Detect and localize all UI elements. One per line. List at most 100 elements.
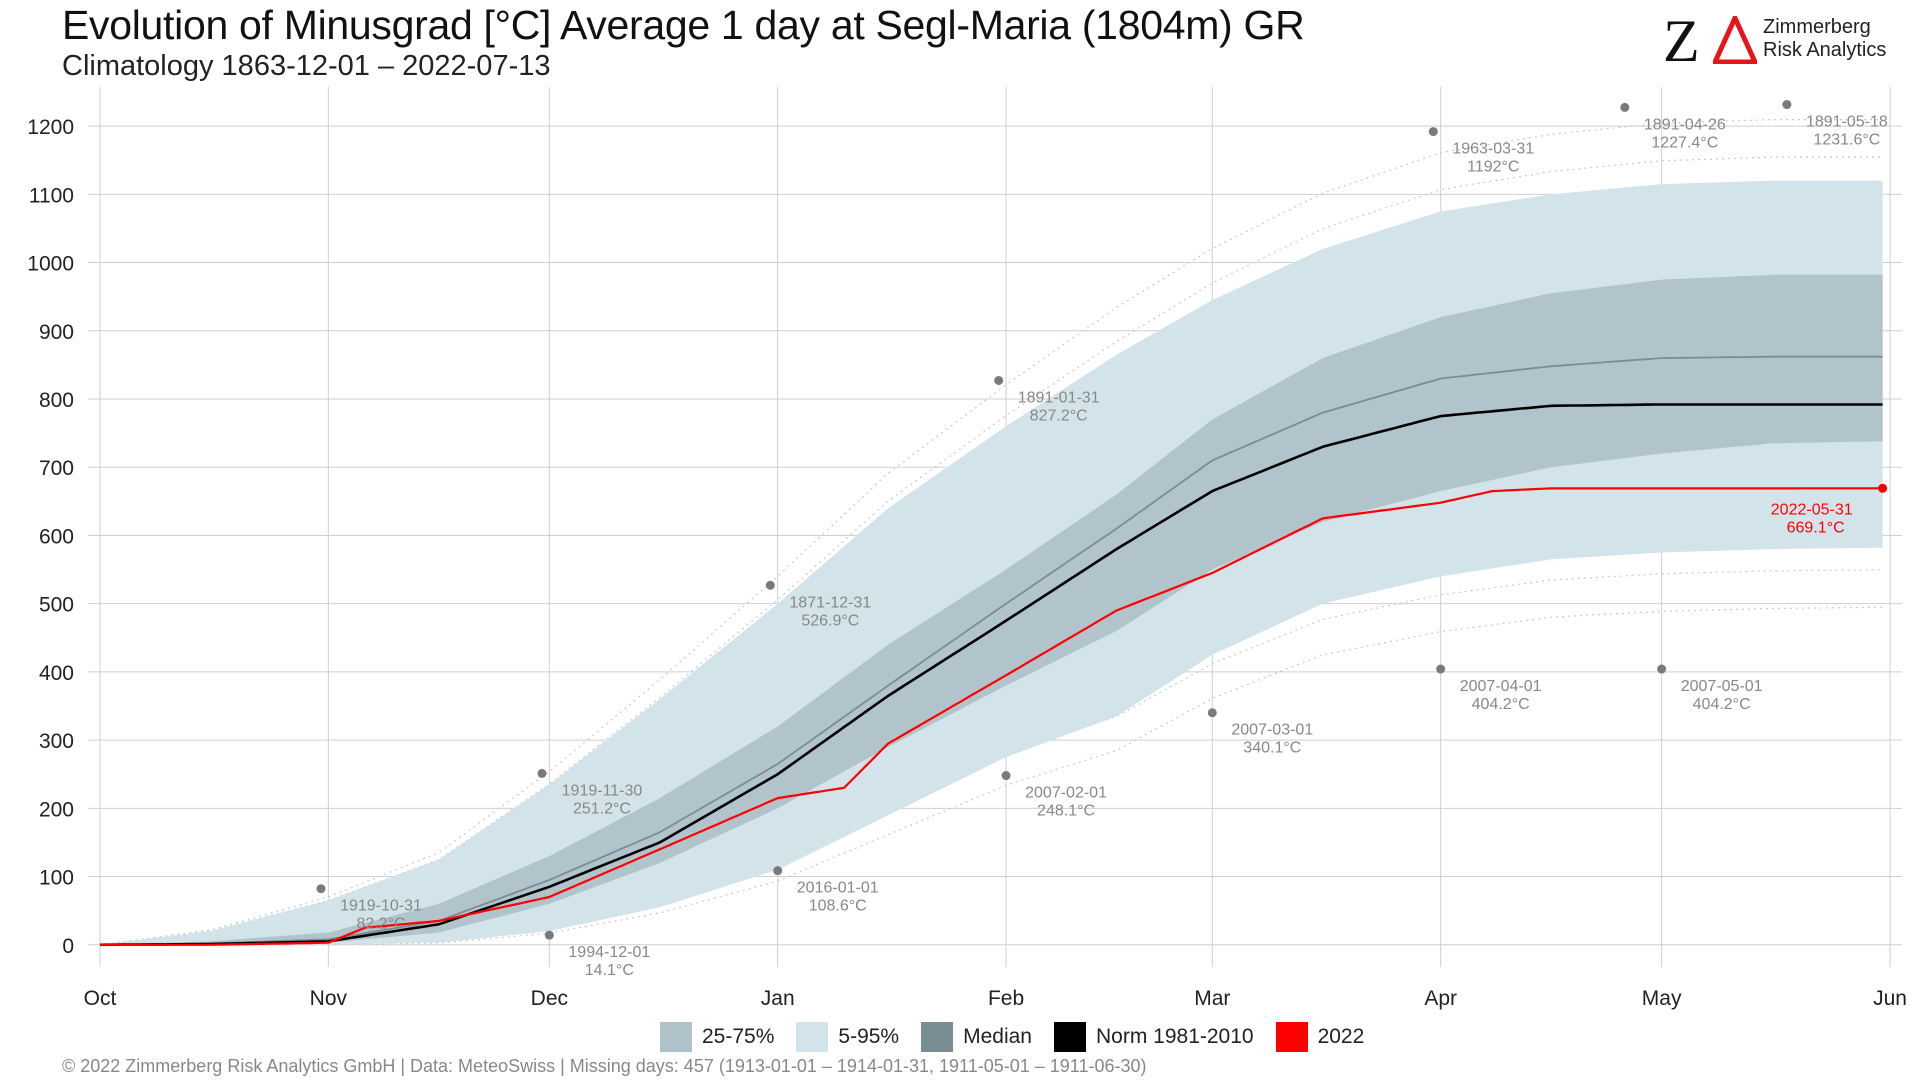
band-layer [99,118,1883,946]
current-value-label: 669.1°C [1787,519,1845,536]
record-date-label: 2007-03-01 [1231,722,1313,739]
record-point [1428,127,1438,137]
band-25-75 [100,274,1883,945]
record-date-label: 1994-12-01 [568,944,650,961]
logo-text: Zimmerberg Risk Analytics [1763,16,1886,62]
y-tick-label: 100 [39,867,74,890]
axis-labels: 0 100 200 300 400 500 600 700 800 900 1000 1100 1200… [27,116,1907,1010]
legend-item: Median [921,1022,1032,1052]
record-date-label: 1919-11-30 [562,782,643,799]
y-tick-label: 1200 [27,116,74,139]
logo-line-1: Zimmerberg [1763,16,1871,38]
y-tick-label: 400 [39,662,74,685]
legend-label: 5-95% [838,1025,900,1048]
norm-line [99,403,1883,947]
x-tick-label: Jan [761,987,795,1010]
record-value-label: 14.1°C [585,962,634,979]
x-tick-label: Nov [310,987,348,1010]
logo-line-2: Risk Analytics [1763,39,1887,61]
current-year-line [100,487,1883,946]
record-value-label: 340.1°C [1243,740,1301,757]
y-tick-label: 900 [39,321,74,344]
line-layer [99,355,1883,947]
legend-item: 2022 [1275,1022,1365,1052]
logo-delta-icon [1713,16,1757,64]
record-date-label: 1963-03-31 [1452,141,1534,158]
y-tick-label: 1100 [29,184,74,207]
y-tick-label: 1000 [27,253,74,276]
chart-legend: 25-75% 5-95% Median Norm 1981-2010 2022 [660,1022,1386,1052]
x-tick-label: Jun [1873,987,1907,1010]
record-value-label: 1227.4°C [1651,134,1718,151]
x-tick-label: Oct [84,987,117,1010]
record-date-label: 2016-01-01 [797,880,879,897]
record-point [537,768,547,778]
x-tick-label: May [1642,987,1682,1010]
legend-label: Median [963,1025,1032,1048]
record-date-label: 1891-01-31 [1018,389,1100,406]
record-point [1620,102,1630,112]
record-date-label: 1891-05-18 [1806,114,1888,131]
record-point [1657,664,1667,674]
record-value-label: 108.6°C [809,898,867,915]
record-value-label: 248.1°C [1037,803,1095,820]
record-date-label: 1891-04-26 [1644,116,1726,133]
record-point [765,580,775,590]
y-tick-label: 200 [39,798,74,821]
record-date-label: 2007-04-01 [1460,678,1542,695]
chart-title: Evolution of Minusgrad [°C] Average 1 da… [62,2,1305,48]
footer-credits: © 2022 Zimmerberg Risk Analytics GmbH | … [62,1056,1147,1076]
record-point [1782,100,1792,110]
y-tick-label: 700 [39,457,74,480]
legend-item: 5-95% [796,1022,899,1052]
x-tick-label: Feb [988,987,1024,1010]
y-tick-label: 800 [39,389,74,412]
record-point [1436,664,1446,674]
legend-label: 2022 [1317,1025,1365,1048]
y-tick-label: 600 [39,525,74,548]
chart-subtitle: Climatology 1863-12-01 – 2022-07-13 [62,50,551,82]
record-value-label: 404.2°C [1472,696,1530,713]
record-value-label: 827.2°C [1030,407,1088,424]
legend-swatch [1053,1022,1086,1052]
x-tick-label: Dec [531,987,568,1010]
record-point [544,930,554,940]
legend-swatch [1275,1022,1308,1052]
legend-swatch [796,1022,829,1052]
legend-item: 25-75% [660,1022,774,1052]
record-point [773,866,783,876]
current-date-label: 2022-05-31 [1771,501,1853,518]
current-point [1878,483,1888,493]
record-value-label: 1231.6°C [1813,132,1880,149]
record-date-label: 1919-10-31 [340,898,422,915]
legend-item: Norm 1981-2010 [1053,1022,1254,1052]
record-date-label: 2007-02-01 [1025,785,1107,802]
record-value-label: 404.2°C [1693,696,1751,713]
legend-swatch [660,1022,692,1052]
grid-lines [88,87,1902,967]
record-value-label: 82.2°C [356,916,405,933]
y-tick-label: 500 [39,594,74,617]
median-line [99,355,1883,946]
record-point [1207,708,1217,718]
record-point [994,375,1004,385]
legend-label: 25-75% [702,1025,775,1048]
company-logo: Z Zimmerberg Risk Analytics [1663,10,1903,72]
historical-trace [99,569,1883,946]
y-tick-label: 300 [39,730,74,753]
record-value-label: 251.2°C [573,800,631,817]
record-value-label: 526.9°C [801,612,859,629]
record-value-label: 1192°C [1467,159,1519,176]
historical-trace [99,118,1883,946]
x-tick-label: Mar [1194,987,1230,1010]
record-point [1001,771,1011,781]
y-tick-label: 0 [62,935,74,958]
logo-z-mark: Z [1663,8,1700,74]
record-date-label: 1871-12-31 [789,594,871,611]
x-tick-label: Apr [1424,987,1457,1010]
legend-label: Norm 1981-2010 [1095,1025,1254,1048]
record-date-label: 2007-05-01 [1681,678,1763,695]
